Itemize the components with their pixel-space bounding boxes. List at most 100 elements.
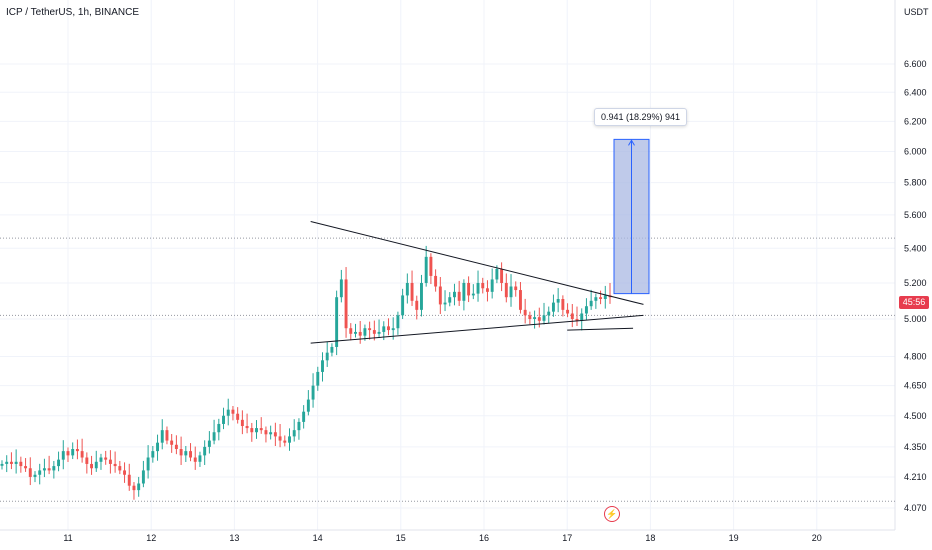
candle-body — [259, 428, 263, 431]
candle-body — [358, 331, 362, 336]
candle-body — [94, 461, 98, 469]
y-tick-label: 4.350 — [904, 442, 927, 452]
y-tick-label: 6.200 — [904, 116, 927, 126]
candles[interactable] — [0, 245, 612, 500]
y-tick-label: 5.200 — [904, 278, 927, 288]
candle-body — [123, 470, 127, 475]
price-axis[interactable]: 6.600 6.400 6.200 6.000 5.800 5.600 5.400 5.200… — [904, 59, 927, 513]
candle-body — [104, 457, 108, 460]
candle-body — [438, 286, 442, 305]
candle-body — [165, 430, 169, 441]
candle-body — [179, 449, 183, 456]
candle-body — [537, 317, 541, 321]
candle-body — [533, 317, 537, 319]
candle-body — [127, 474, 131, 486]
current-price-badge: 45:56 — [899, 296, 929, 309]
candle-body — [335, 297, 339, 347]
candle-body — [570, 313, 574, 319]
candle-body — [80, 451, 84, 458]
candle-body — [156, 442, 159, 452]
candle-body — [137, 483, 141, 491]
candle-body — [584, 306, 588, 314]
candle-body — [207, 440, 211, 447]
symbol-title: ICP / TetherUS, 1h, BINANCE — [6, 7, 140, 18]
y-tick-label: 6.400 — [904, 87, 927, 97]
candle-body — [264, 430, 268, 435]
candle-body — [566, 309, 570, 314]
candle-body — [108, 459, 112, 464]
candle-body — [415, 300, 419, 310]
candle-body — [226, 409, 230, 416]
candle-body — [377, 331, 381, 334]
candle-body — [245, 426, 249, 429]
candle-body — [514, 286, 518, 291]
candle-body — [528, 315, 532, 319]
candle-body — [339, 279, 343, 298]
y-tick-label: 4.070 — [904, 503, 927, 513]
candle-body — [457, 291, 461, 301]
y-tick-label: 6.600 — [904, 59, 927, 69]
y-tick-label: 4.500 — [904, 411, 927, 421]
trendline — [310, 221, 644, 305]
candle-body — [5, 461, 9, 464]
trendline — [567, 327, 634, 331]
candle-body — [236, 413, 240, 420]
x-tick-label: 11 — [63, 533, 72, 543]
candle-body — [306, 399, 310, 412]
candle-body — [321, 360, 324, 372]
candle-body — [542, 315, 546, 321]
time-axis[interactable]: 11 12 13 14 15 16 17 18 19 20 — [63, 533, 821, 543]
candle-body — [382, 326, 386, 332]
candle-body — [288, 436, 291, 443]
x-tick-label: 18 — [645, 533, 655, 543]
candle-body — [174, 444, 178, 450]
candle-body — [405, 282, 409, 296]
y-tick-label: 5.800 — [904, 178, 927, 188]
candle-body — [500, 268, 504, 283]
candle-body — [325, 352, 329, 361]
candle-body — [429, 256, 433, 276]
price-projection[interactable] — [613, 138, 650, 295]
candle-body — [330, 346, 334, 353]
y-tick-label: 5.000 — [904, 314, 927, 324]
x-tick-label: 16 — [479, 533, 489, 543]
candle-body — [33, 474, 37, 477]
candle-body — [217, 423, 221, 433]
candle-body — [387, 326, 390, 331]
candle-body — [61, 451, 65, 460]
y-tick-label: 6.000 — [904, 147, 927, 157]
candle-body — [297, 421, 301, 431]
candle-body — [113, 463, 117, 467]
lightning-icon[interactable]: ⚡ — [604, 506, 620, 522]
candle-body — [401, 295, 405, 316]
candle-body — [551, 302, 555, 312]
candle-body — [52, 466, 56, 471]
candle-body — [575, 318, 579, 321]
candle-body — [151, 451, 155, 458]
trendlines[interactable] — [310, 221, 644, 344]
x-tick-label: 17 — [562, 533, 572, 543]
y-tick-label: 4.210 — [904, 472, 927, 482]
candle-body — [132, 485, 136, 491]
candle-body — [193, 457, 197, 462]
candle-body — [481, 282, 485, 289]
candle-body — [292, 430, 296, 437]
candle-body — [363, 328, 367, 336]
candle-body — [556, 299, 560, 303]
candle-body — [594, 297, 598, 301]
candle-body — [75, 449, 79, 452]
candle-body — [198, 455, 202, 462]
candle-body — [424, 256, 428, 283]
currency-label: USDT — [904, 7, 929, 17]
y-tick-label: 4.650 — [904, 381, 927, 391]
candle-body — [85, 457, 89, 464]
candle-body — [19, 461, 23, 467]
y-tick-label: 5.600 — [904, 210, 927, 220]
candle-body — [203, 446, 207, 456]
candle-body — [523, 309, 527, 316]
candle-body — [471, 293, 475, 296]
candle-body — [316, 371, 320, 386]
candle-body — [589, 300, 593, 307]
